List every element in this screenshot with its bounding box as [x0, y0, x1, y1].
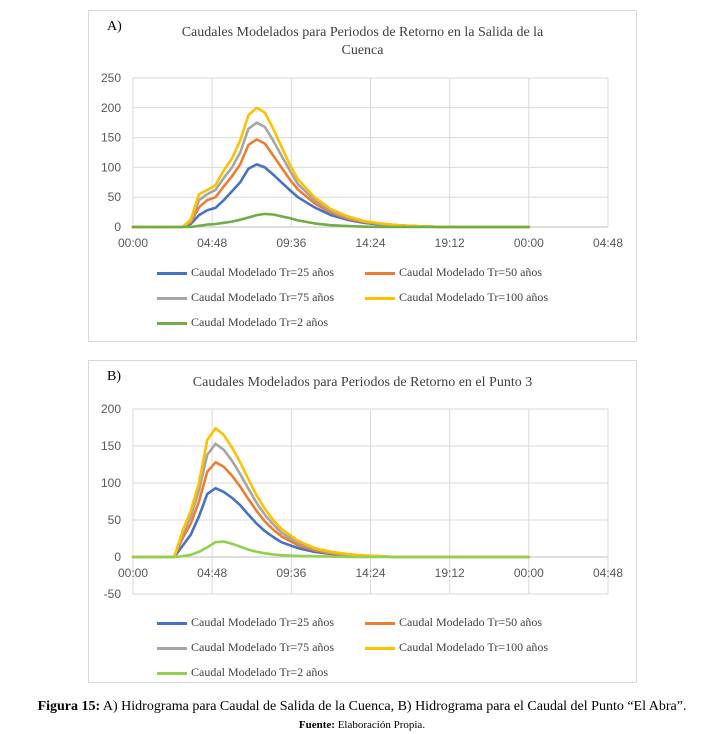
- y-tick-label: 200: [101, 101, 121, 115]
- x-tick-label: 04:48: [197, 566, 227, 580]
- x-tick-label: 00:00: [118, 236, 148, 250]
- figure-caption-label: Figura 15:: [37, 699, 101, 714]
- legend-swatch: [365, 271, 395, 275]
- series-line-4: [131, 540, 531, 559]
- legend-swatch: [157, 271, 187, 275]
- legend-swatch: [157, 671, 187, 675]
- legend-label: Caudal Modelado Tr=100 años: [399, 640, 549, 654]
- series-line-3: [131, 426, 531, 559]
- chart-title-a-line2: Cuenca: [341, 43, 384, 58]
- legend-label: Caudal Modelado Tr=25 años: [191, 615, 335, 629]
- x-tick-label: 04:48: [593, 566, 623, 580]
- chart-title-b: Caudales Modelados para Periodos de Reto…: [89, 374, 636, 392]
- series-line-4: [131, 212, 531, 229]
- panel-label-b: B): [107, 369, 121, 384]
- figure-source-text: Elaboración Propia.: [334, 719, 426, 731]
- legend-item-tr2: Caudal Modelado Tr=2 años: [157, 665, 328, 680]
- x-tick-label: 04:48: [197, 236, 227, 250]
- legend-label: Caudal Modelado Tr=2 años: [191, 315, 329, 329]
- y-tick-label: 250: [101, 71, 121, 85]
- x-tick-label: 19:12: [435, 236, 465, 250]
- y-tick-label: 0: [114, 550, 121, 564]
- legend-item-tr75: Caudal Modelado Tr=75 años: [157, 290, 334, 305]
- y-tick-label: 100: [101, 160, 121, 174]
- legend-item-tr75: Caudal Modelado Tr=75 años: [157, 640, 334, 655]
- gridlines: [132, 77, 609, 228]
- series-line-2: [131, 442, 531, 559]
- legend-swatch: [157, 646, 187, 650]
- chart-panel-a: 0 50 100 150 200 250 00:00 04:48 09:36 14:24 19:12…: [88, 10, 637, 342]
- y-tick-label: 0: [114, 220, 121, 234]
- y-tick-label: 150: [101, 131, 121, 145]
- y-tick-label: 200: [101, 402, 121, 416]
- legend-swatch: [365, 621, 395, 625]
- legend-swatch: [157, 296, 187, 300]
- legend-item-tr100: Caudal Modelado Tr=100 años: [365, 640, 548, 655]
- y-tick-label: -50: [104, 587, 122, 601]
- figure-caption-text: A) Hidrograma para Caudal de Salida de l…: [100, 699, 687, 714]
- legend-label: Caudal Modelado Tr=75 años: [191, 290, 335, 304]
- legend-swatch: [157, 621, 187, 625]
- x-tick-label: 09:36: [276, 236, 306, 250]
- chart-title-b-line1: Caudales Modelados para Periodos de Reto…: [192, 375, 533, 390]
- x-tick-label: 04:48: [593, 236, 623, 250]
- figure-source: Fuente: Elaboración Propia.: [0, 719, 724, 731]
- x-tick-label: 19:12: [435, 566, 465, 580]
- panel-label-a: A): [107, 19, 122, 34]
- legend-item-tr100: Caudal Modelado Tr=100 años: [365, 290, 548, 305]
- legend-label: Caudal Modelado Tr=25 años: [191, 265, 335, 279]
- x-tick-label: 00:00: [514, 566, 544, 580]
- legend-item-tr25: Caudal Modelado Tr=25 años: [157, 615, 334, 630]
- x-tick-label: 14:24: [355, 566, 385, 580]
- legend-label: Caudal Modelado Tr=50 años: [399, 615, 543, 629]
- gridlines: [132, 408, 609, 595]
- legend-swatch: [157, 321, 187, 325]
- figure-source-label: Fuente:: [298, 719, 335, 731]
- chart-title-a: Caudales Modelados para Periodos de Reto…: [89, 24, 636, 60]
- y-tick-label: 50: [108, 190, 122, 204]
- legend-swatch: [365, 646, 395, 650]
- legend-item-tr2: Caudal Modelado Tr=2 años: [157, 315, 328, 330]
- y-tick-label: 100: [101, 476, 121, 490]
- legend-label: Caudal Modelado Tr=100 años: [399, 290, 549, 304]
- chart-b-svg: -50 0 50 100 150 200 00:00 04:48 09:36 14:24 19:12…: [101, 402, 623, 601]
- chart-title-a-line1: Caudales Modelados para Periodos de Reto…: [181, 25, 544, 40]
- legend-label: Caudal Modelado Tr=2 años: [191, 665, 329, 679]
- chart-panel-b: -50 0 50 100 150 200 00:00 04:48 09:36 14:24 19:12…: [88, 360, 637, 683]
- legend-item-tr50: Caudal Modelado Tr=50 años: [365, 615, 542, 630]
- y-tick-label: 50: [108, 513, 122, 527]
- x-tick-label: 00:00: [514, 236, 544, 250]
- chart-a-svg: 0 50 100 150 200 250 00:00 04:48 09:36 14:24 19:12…: [101, 71, 623, 250]
- legend-item-tr25: Caudal Modelado Tr=25 años: [157, 265, 334, 280]
- figure-caption: Figura 15: A) Hidrograma para Caudal de …: [0, 699, 724, 715]
- legend-label: Caudal Modelado Tr=75 años: [191, 640, 335, 654]
- y-tick-label: 150: [101, 439, 121, 453]
- legend-item-tr50: Caudal Modelado Tr=50 años: [365, 265, 542, 280]
- x-tick-label: 00:00: [118, 566, 148, 580]
- legend-swatch: [365, 296, 395, 300]
- x-tick-label: 09:36: [276, 566, 306, 580]
- legend-label: Caudal Modelado Tr=50 años: [399, 265, 543, 279]
- x-tick-label: 14:24: [355, 236, 385, 250]
